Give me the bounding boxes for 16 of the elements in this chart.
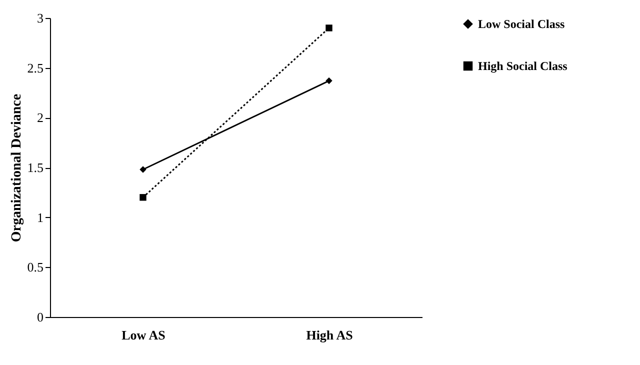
y-tick-label: 0: [37, 310, 44, 324]
y-tick-label: 1.5: [27, 160, 44, 175]
y-tick-label: 2.5: [27, 60, 44, 76]
x-tick-label: High AS: [306, 328, 353, 342]
point: [326, 24, 332, 32]
point: [140, 166, 146, 173]
y-tick-label: 0.5: [27, 260, 44, 275]
legend-label: Low Social Class: [478, 17, 566, 31]
y-tick-label: 3: [37, 10, 44, 26]
legend-label: High Social Class: [478, 59, 568, 73]
y-tick-label: 2: [37, 110, 44, 126]
x-tick-label: Low AS: [122, 328, 166, 342]
y-tick-label: 1: [37, 210, 44, 225]
point: [326, 77, 332, 84]
point: [140, 194, 146, 201]
y-axis-title: Organizational Deviance: [9, 94, 24, 242]
